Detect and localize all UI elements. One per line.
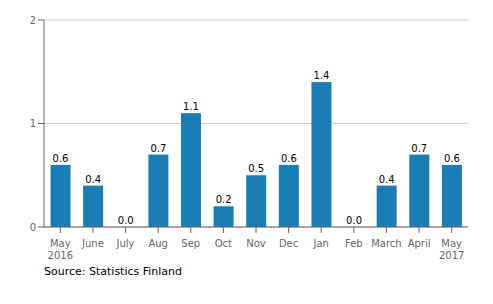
svg-text:0: 0 <box>30 222 36 233</box>
svg-text:1.4: 1.4 <box>313 70 329 81</box>
svg-text:Sep: Sep <box>181 238 200 249</box>
svg-text:Dec: Dec <box>279 238 298 249</box>
svg-text:Aug: Aug <box>148 238 168 249</box>
svg-text:0.7: 0.7 <box>150 143 166 154</box>
svg-text:March: March <box>371 238 401 249</box>
svg-text:Feb: Feb <box>345 238 363 249</box>
svg-text:Oct: Oct <box>215 238 232 249</box>
svg-text:0.6: 0.6 <box>53 153 69 164</box>
svg-text:1.1: 1.1 <box>183 101 199 112</box>
svg-text:0.4: 0.4 <box>379 174 395 185</box>
svg-text:Jan: Jan <box>313 238 329 249</box>
svg-text:May2016: May2016 <box>48 238 73 261</box>
svg-text:0.0: 0.0 <box>118 215 134 226</box>
svg-text:0.0: 0.0 <box>346 215 362 226</box>
svg-text:0.6: 0.6 <box>281 153 297 164</box>
svg-text:July: July <box>116 238 135 249</box>
svg-text:0.5: 0.5 <box>248 163 264 174</box>
svg-text:0.4: 0.4 <box>85 174 101 185</box>
svg-text:0.7: 0.7 <box>411 143 427 154</box>
svg-text:June: June <box>81 238 104 249</box>
svg-text:Nov: Nov <box>246 238 266 249</box>
svg-text:May2017: May2017 <box>439 238 464 261</box>
svg-text:0.2: 0.2 <box>216 194 232 205</box>
svg-text:0.6: 0.6 <box>444 153 460 164</box>
html-text:Source: Statistics Finland: Source: Statistics Finland <box>44 265 183 278</box>
svg-text:1: 1 <box>30 118 36 129</box>
svg-text:April: April <box>408 238 431 249</box>
svg-text:2: 2 <box>30 15 36 26</box>
